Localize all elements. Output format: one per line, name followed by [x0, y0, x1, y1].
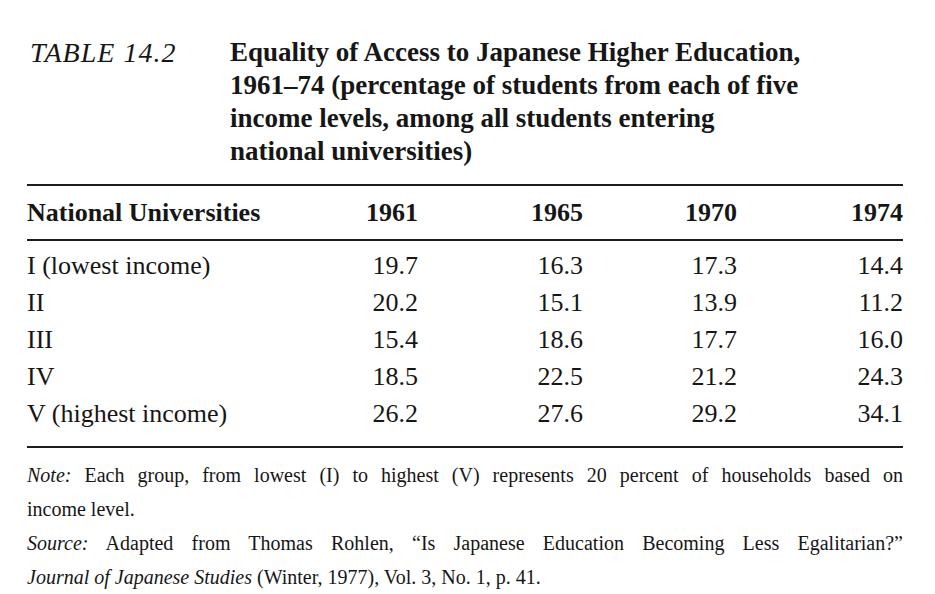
footnotes: Note: Each group, from lowest (I) to hig… — [27, 458, 903, 594]
value-cell: 16.3 — [418, 240, 583, 285]
header-cell-year-1970: 1970 — [583, 185, 737, 240]
table-row-quintile-5: V (highest income) 26.2 27.6 29.2 34.1 — [27, 396, 903, 447]
table-title-line: income levels, among all students enteri… — [230, 102, 800, 135]
source-citation-rest: (Winter, 1977), Vol. 3, No. 1, p. 41. — [252, 566, 541, 588]
header-cell-year-1961: 1961 — [307, 185, 418, 240]
source-line-1: Source: Adapted from Thomas Rohlen, “Is … — [27, 526, 903, 560]
table-title: Equality of Access to Japanese Higher Ed… — [230, 36, 800, 168]
source-label: Source: — [27, 532, 88, 554]
value-cell: 16.0 — [737, 322, 903, 359]
note-line-2: income level. — [27, 492, 903, 526]
value-cell: 15.4 — [307, 322, 418, 359]
source-text: Adapted from Thomas Rohlen, “Is Japanese… — [106, 532, 903, 554]
value-cell: 24.3 — [737, 359, 903, 396]
value-cell: 26.2 — [307, 396, 418, 447]
row-label: IV — [27, 359, 307, 396]
table-row-quintile-3: III 15.4 18.6 17.7 16.0 — [27, 322, 903, 359]
value-cell: 18.6 — [418, 322, 583, 359]
value-cell: 29.2 — [583, 396, 737, 447]
value-cell: 27.6 — [418, 396, 583, 447]
book-page: TABLE 14.2 Equality of Access to Japanes… — [0, 0, 935, 594]
table-number-label: TABLE 14.2 — [30, 36, 230, 168]
table-caption: TABLE 14.2 Equality of Access to Japanes… — [30, 36, 905, 168]
value-cell: 11.2 — [737, 285, 903, 322]
table-title-line: Equality of Access to Japanese Higher Ed… — [230, 36, 800, 69]
value-cell: 13.9 — [583, 285, 737, 322]
note-text: Each group, from lowest (I) to highest (… — [84, 464, 903, 486]
value-cell: 19.7 — [307, 240, 418, 285]
table-row-quintile-2: II 20.2 15.1 13.9 11.2 — [27, 285, 903, 322]
header-cell-year-1965: 1965 — [418, 185, 583, 240]
value-cell: 21.2 — [583, 359, 737, 396]
table-title-line: national universities) — [230, 135, 800, 168]
row-label: II — [27, 285, 307, 322]
header-row: National Universities 1961 1965 1970 197… — [27, 185, 903, 240]
value-cell: 20.2 — [307, 285, 418, 322]
value-cell: 17.3 — [583, 240, 737, 285]
row-label: III — [27, 322, 307, 359]
note-label: Note: — [27, 464, 71, 486]
value-cell: 17.7 — [583, 322, 737, 359]
value-cell: 14.4 — [737, 240, 903, 285]
row-label: I (lowest income) — [27, 240, 307, 285]
value-cell: 34.1 — [737, 396, 903, 447]
value-cell: 15.1 — [418, 285, 583, 322]
income-access-table: National Universities 1961 1965 1970 197… — [27, 184, 903, 448]
row-label: V (highest income) — [27, 396, 307, 447]
value-cell: 18.5 — [307, 359, 418, 396]
journal-title: Journal of Japanese Studies — [27, 566, 252, 588]
table-title-line: 1961–74 (percentage of students from eac… — [230, 69, 800, 102]
header-cell-year-1974: 1974 — [737, 185, 903, 240]
note-line-1: Note: Each group, from lowest (I) to hig… — [27, 458, 903, 492]
value-cell: 22.5 — [418, 359, 583, 396]
source-line-2: Journal of Japanese Studies (Winter, 197… — [27, 560, 903, 594]
table-row-quintile-4: IV 18.5 22.5 21.2 24.3 — [27, 359, 903, 396]
header-cell-national-universities: National Universities — [27, 185, 307, 240]
table-row-quintile-1: I (lowest income) 19.7 16.3 17.3 14.4 — [27, 240, 903, 285]
